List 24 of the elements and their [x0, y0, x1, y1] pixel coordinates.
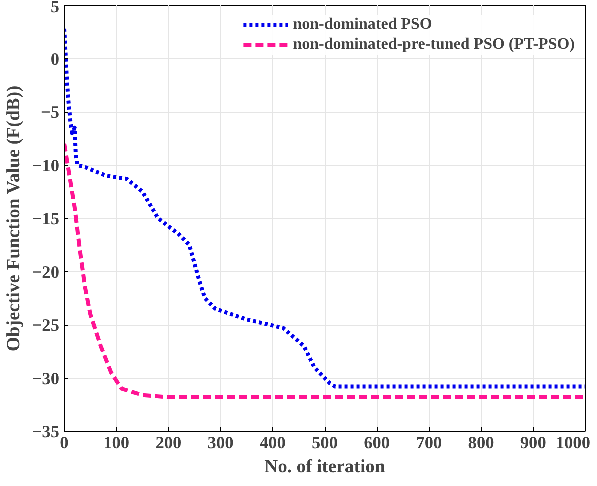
x-tick-label: 100 — [104, 434, 130, 452]
y-tick-label: −15 — [32, 210, 60, 228]
x-tick-label: 300 — [208, 434, 234, 452]
legend-label: non-dominated-pre-tuned PSO (PT-PSO) — [293, 36, 575, 54]
legend-label: non-dominated PSO — [293, 16, 432, 34]
x-tick-label: 1000 — [556, 434, 590, 452]
y-tick-label: −20 — [32, 262, 60, 282]
x-tick-label: 700 — [416, 434, 442, 452]
y-tick-label: −25 — [32, 316, 60, 335]
line-series — [64, 142, 586, 400]
x-tick-label: 500 — [312, 434, 338, 452]
y-tick-label: −10 — [32, 156, 60, 176]
x-tick-label: 400 — [260, 434, 286, 452]
x-tick-label: 900 — [520, 434, 546, 452]
x-tick-label: 600 — [364, 434, 390, 452]
x-tick-label: 800 — [468, 434, 494, 452]
y-tick-label: −5 — [40, 103, 60, 122]
y-tick-label: 5 — [50, 0, 60, 16]
y-axis-title: Objective Function Value (F(dB)) — [3, 86, 24, 352]
x-axis-title: No. of iteration — [264, 456, 386, 478]
y-tick-label: 0 — [50, 50, 60, 69]
y-tick-label: −30 — [32, 369, 60, 388]
y-tick-label: −35 — [32, 422, 60, 442]
x-tick-label: 200 — [156, 434, 182, 452]
